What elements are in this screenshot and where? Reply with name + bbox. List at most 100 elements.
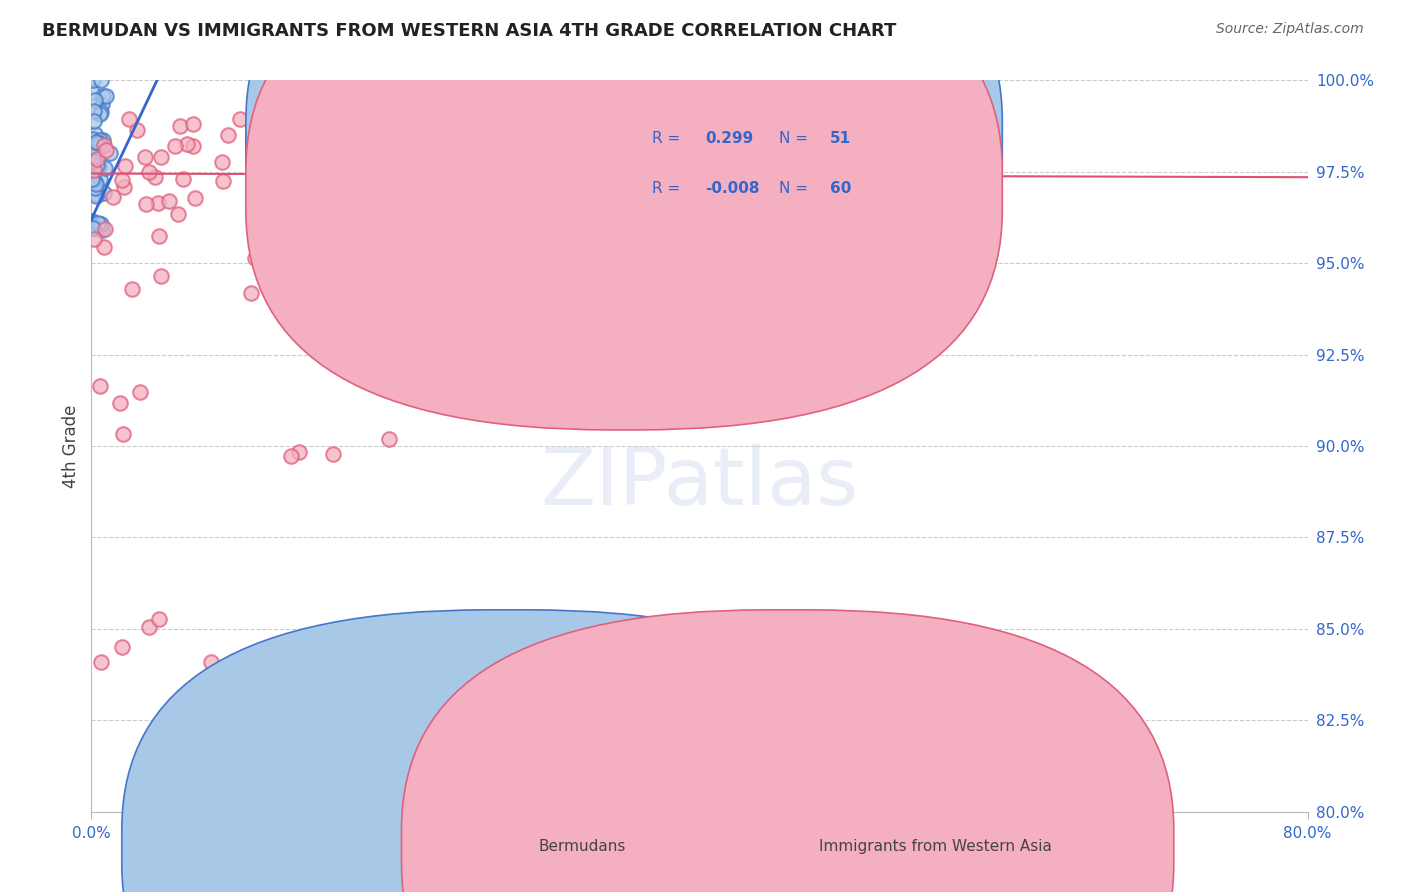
Point — [377, 432, 399, 446]
Text: BERMUDAN VS IMMIGRANTS FROM WESTERN ASIA 4TH GRADE CORRELATION CHART: BERMUDAN VS IMMIGRANTS FROM WESTERN ASIA… — [42, 22, 897, 40]
Point — [356, 322, 378, 336]
Point — [361, 165, 384, 179]
Point — [89, 107, 111, 121]
Point — [148, 196, 170, 211]
Point — [82, 178, 104, 193]
Point — [153, 740, 176, 755]
Point — [82, 153, 104, 168]
Point — [86, 152, 108, 166]
FancyBboxPatch shape — [246, 0, 1002, 430]
Point — [184, 191, 207, 205]
Point — [82, 170, 104, 185]
Point — [217, 128, 239, 142]
Point — [91, 223, 114, 237]
Point — [212, 174, 235, 188]
Text: R =: R = — [652, 181, 681, 196]
Point — [83, 173, 105, 187]
Point — [80, 85, 103, 99]
Point — [82, 179, 104, 194]
Point — [86, 177, 108, 191]
Point — [82, 220, 104, 235]
Point — [82, 139, 104, 153]
Point — [101, 190, 124, 204]
Point — [82, 221, 104, 235]
Point — [86, 157, 108, 171]
Text: 60: 60 — [830, 181, 851, 196]
Point — [82, 179, 104, 194]
Point — [211, 155, 233, 169]
Point — [84, 135, 107, 149]
Point — [111, 640, 134, 654]
Point — [108, 396, 131, 410]
Point — [135, 197, 157, 211]
Point — [150, 150, 173, 164]
Point — [111, 427, 134, 442]
Point — [83, 103, 105, 118]
Point — [87, 220, 110, 235]
Point — [89, 133, 111, 147]
Text: N =: N = — [779, 131, 807, 146]
Point — [273, 150, 295, 164]
Point — [94, 143, 117, 157]
Text: 0.299: 0.299 — [706, 131, 754, 146]
Point — [260, 150, 283, 164]
Point — [399, 128, 422, 142]
Point — [121, 282, 143, 296]
Point — [143, 170, 166, 185]
Point — [83, 114, 105, 128]
Point — [87, 136, 110, 150]
Text: Source: ZipAtlas.com: Source: ZipAtlas.com — [1216, 22, 1364, 37]
Point — [148, 228, 170, 243]
Point — [229, 112, 252, 127]
Point — [169, 119, 191, 133]
Point — [83, 232, 105, 246]
Point — [89, 159, 111, 173]
Point — [239, 285, 262, 300]
Point — [270, 176, 292, 190]
Text: Immigrants from Western Asia: Immigrants from Western Asia — [818, 839, 1052, 855]
Point — [111, 173, 134, 187]
Point — [84, 181, 107, 195]
Point — [82, 152, 104, 166]
Point — [112, 179, 135, 194]
Point — [118, 112, 141, 126]
Point — [86, 187, 108, 202]
Point — [167, 207, 190, 221]
Point — [93, 186, 115, 200]
Point — [83, 162, 105, 177]
Point — [84, 93, 107, 107]
Point — [150, 269, 173, 284]
Point — [148, 612, 170, 626]
Point — [80, 214, 103, 228]
Point — [136, 764, 159, 779]
Point — [90, 105, 112, 120]
Point — [322, 447, 344, 461]
Point — [83, 149, 105, 163]
Point — [90, 97, 112, 112]
Text: N =: N = — [779, 181, 807, 196]
FancyBboxPatch shape — [246, 0, 1002, 380]
Point — [98, 146, 121, 161]
Point — [125, 122, 148, 136]
Point — [83, 127, 105, 141]
Text: R =: R = — [652, 131, 681, 146]
Point — [93, 240, 115, 254]
Point — [90, 217, 112, 231]
Point — [89, 172, 111, 186]
Point — [84, 138, 107, 153]
Point — [138, 165, 160, 179]
Point — [134, 150, 156, 164]
Point — [89, 378, 111, 392]
Point — [138, 620, 160, 634]
FancyBboxPatch shape — [591, 95, 900, 230]
Text: ZIPatlas: ZIPatlas — [540, 443, 859, 522]
FancyBboxPatch shape — [402, 610, 1174, 892]
Point — [80, 171, 103, 186]
Point — [84, 143, 107, 157]
Point — [157, 194, 180, 208]
Point — [172, 172, 194, 186]
Point — [83, 145, 105, 160]
Point — [350, 201, 373, 215]
Point — [93, 161, 115, 176]
Point — [91, 133, 114, 147]
